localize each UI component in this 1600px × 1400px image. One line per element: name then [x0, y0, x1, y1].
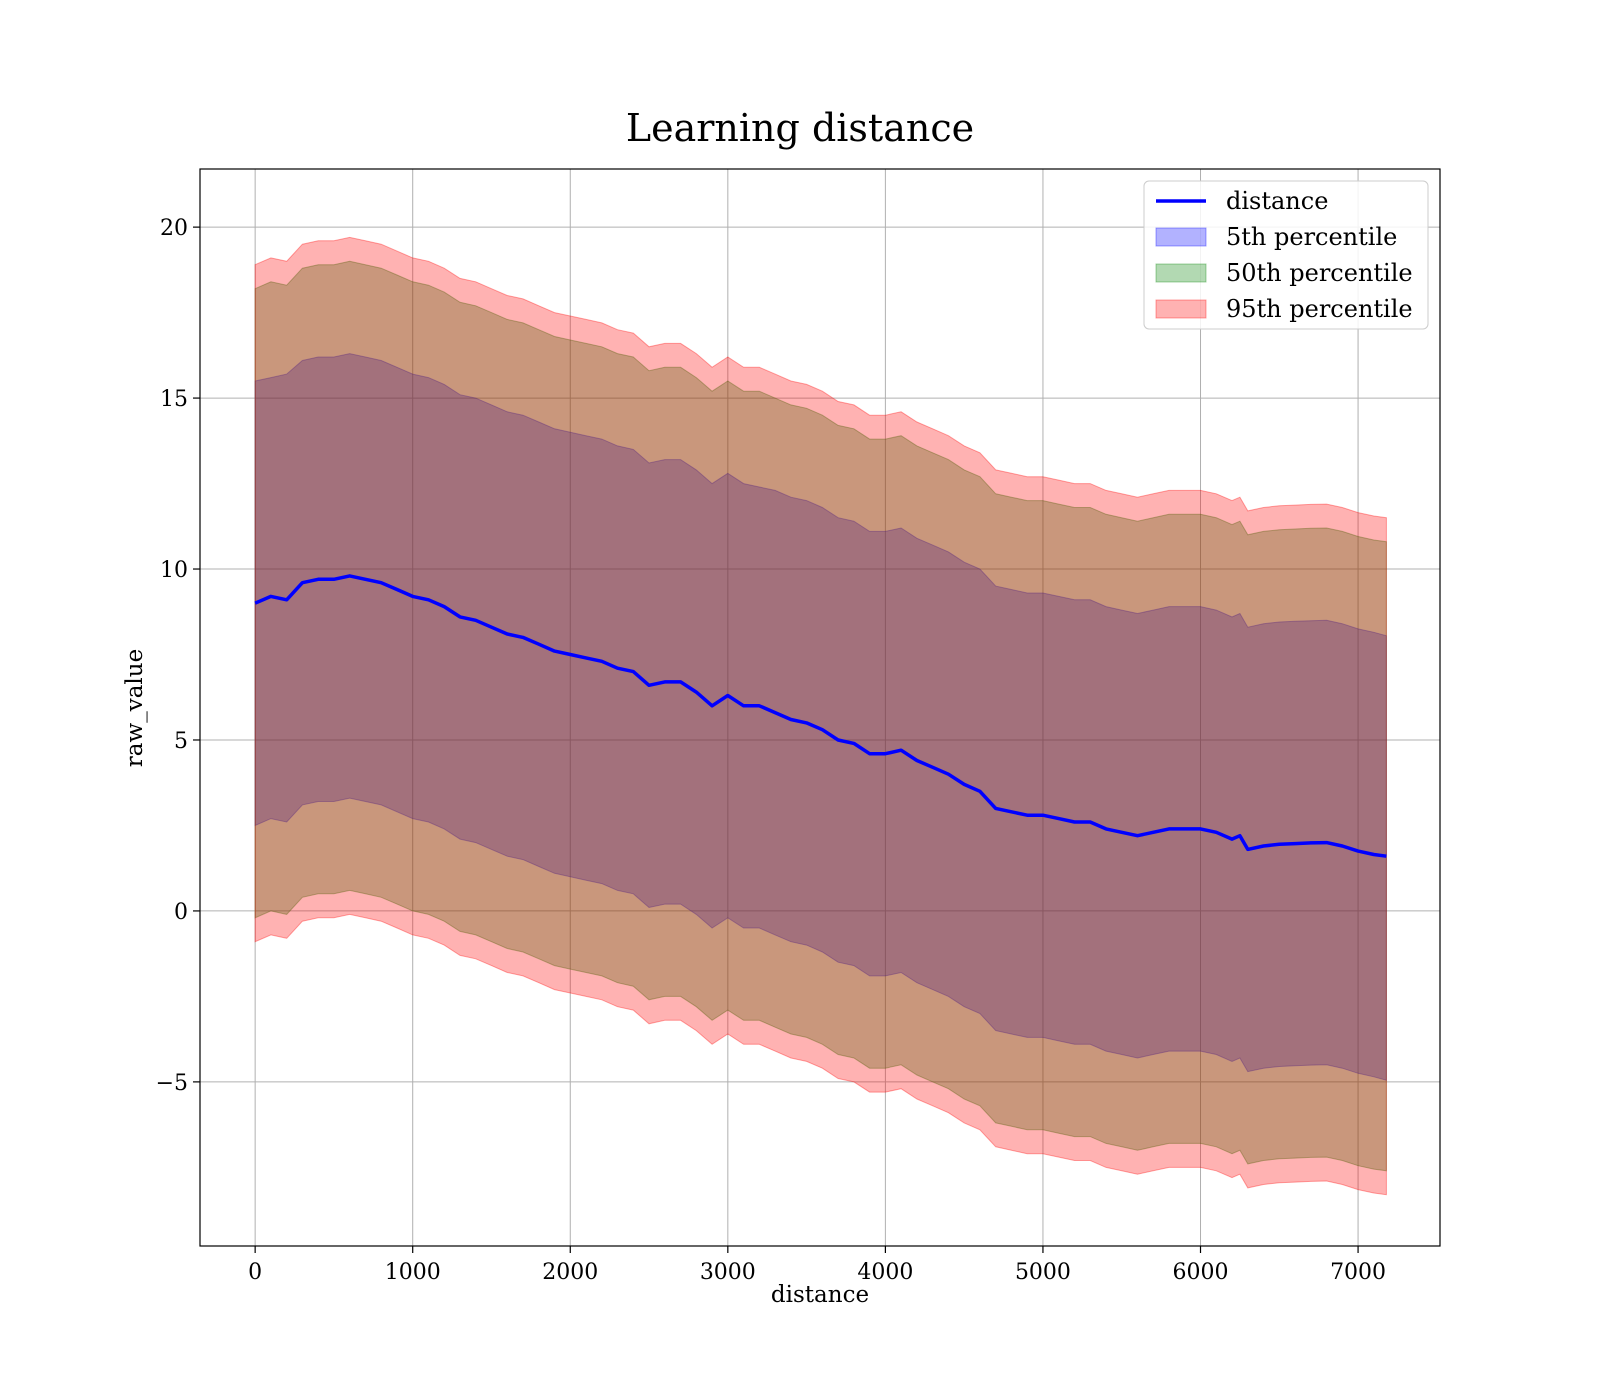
y-tick-label: −5	[156, 1071, 188, 1096]
x-tick-label: 5000	[1015, 1260, 1071, 1285]
legend-label-distance: distance	[1226, 187, 1328, 215]
y-tick-label: 10	[160, 558, 188, 583]
x-tick-label: 4000	[857, 1260, 913, 1285]
grid	[200, 169, 1440, 1246]
y-axis-ticks: −5 0 5 10 15 20	[156, 216, 200, 1096]
y-tick-label: 20	[160, 216, 188, 241]
legend-swatch-50th-percentile	[1155, 263, 1207, 283]
x-tick-label: 1000	[385, 1260, 441, 1285]
x-tick-label: 6000	[1173, 1260, 1229, 1285]
plot-frame	[199, 168, 1441, 1247]
plot-area	[200, 169, 1440, 1246]
y-axis-label: raw_value	[122, 649, 148, 767]
percentile-bands	[254, 236, 1387, 1196]
x-tick-label: 7000	[1330, 1260, 1386, 1285]
legend-box	[1143, 180, 1429, 330]
y-tick-label: 15	[160, 387, 188, 412]
x-tick-label: 0	[248, 1260, 262, 1285]
band-5th-percentile	[254, 353, 1387, 1081]
legend-label-95th-percentile: 95th percentile	[1226, 295, 1413, 323]
chart-title: Learning distance	[626, 106, 974, 150]
series-lines	[254, 574, 1387, 858]
legend: distance 5th percentile 50th percentile 95t…	[1143, 180, 1429, 330]
x-tick-label: 2000	[542, 1260, 598, 1285]
y-tick-label: 0	[174, 900, 188, 925]
legend-swatch-5th-percentile	[1155, 227, 1207, 247]
line-distance	[254, 574, 1387, 858]
legend-label-50th-percentile: 50th percentile	[1226, 259, 1413, 287]
y-tick-label: 5	[174, 729, 188, 754]
x-tick-label: 3000	[700, 1260, 756, 1285]
band-95th-percentile	[254, 236, 1387, 1196]
x-axis-label: distance	[771, 1282, 869, 1308]
x-axis-ticks: 0 1000 2000 3000 4000 5000 6000 7000	[248, 1246, 1386, 1285]
legend-label-5th-percentile: 5th percentile	[1226, 223, 1397, 251]
band-50th-percentile	[254, 260, 1387, 1172]
legend-swatch-95th-percentile	[1155, 299, 1207, 319]
